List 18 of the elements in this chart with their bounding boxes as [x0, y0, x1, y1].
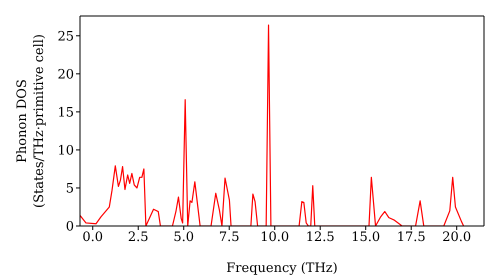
line-series: [80, 24, 464, 226]
x-tick-label: 15.0: [351, 230, 380, 246]
x-tick-label: 2.5: [128, 230, 149, 246]
y-axis-title: Phonon DOS (States/THz·primitive cell): [15, 34, 47, 208]
x-tick-label: 17.5: [396, 230, 426, 246]
y-tick-label: 20: [57, 67, 74, 82]
x-tick-label: 10.0: [260, 230, 290, 246]
y-tick-label: 10: [57, 144, 74, 159]
y-tick-label: 0: [66, 220, 74, 235]
x-tick-label: 7.5: [218, 230, 240, 246]
x-tick-label: 12.5: [306, 230, 335, 246]
y-tick-label: 25: [57, 29, 74, 44]
x-tick-label: 20.0: [442, 230, 472, 246]
y-tick-label: 5: [66, 182, 74, 197]
x-tick-label: 5.0: [173, 230, 194, 246]
x-tick-label: 0.0: [82, 230, 104, 246]
y-tick-label: 15: [57, 105, 74, 120]
x-axis-title: Frequency (THz): [226, 261, 338, 276]
